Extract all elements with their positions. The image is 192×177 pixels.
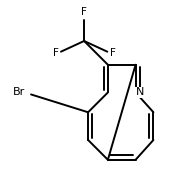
Text: F: F: [110, 48, 116, 58]
Text: N: N: [136, 87, 144, 98]
Text: F: F: [52, 48, 58, 58]
Text: Br: Br: [12, 87, 25, 98]
Text: F: F: [81, 7, 87, 17]
